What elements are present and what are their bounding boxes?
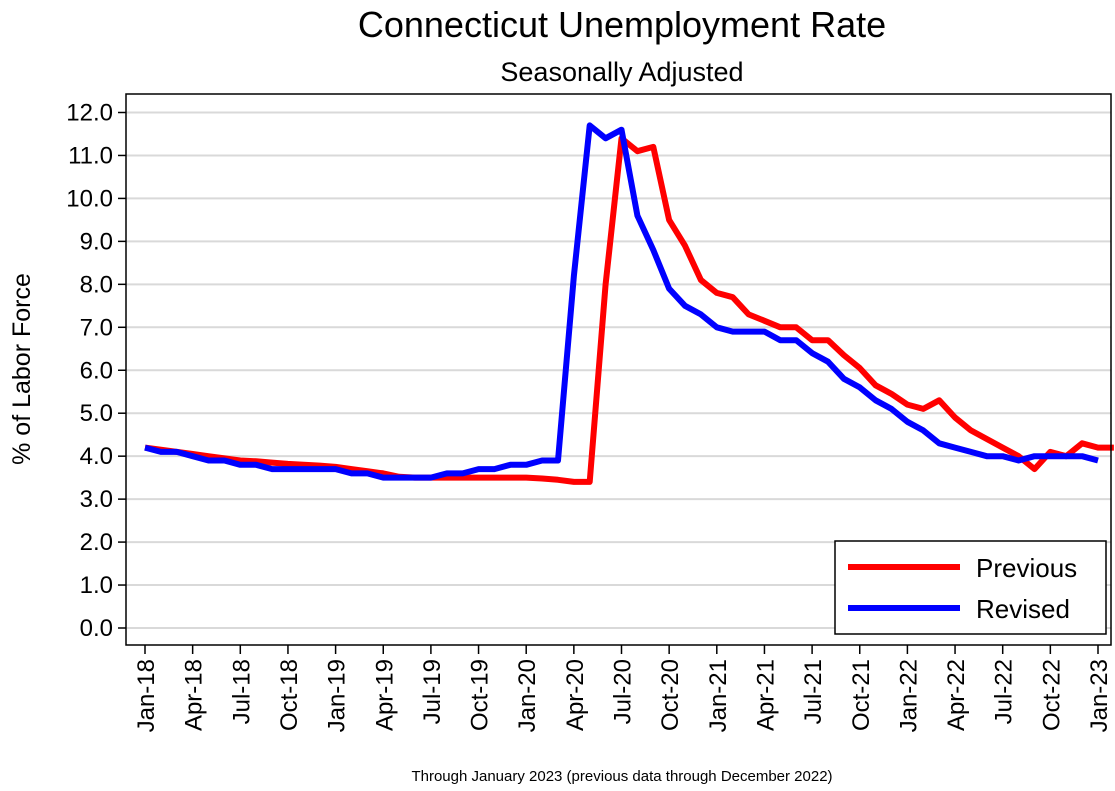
legend-label-previous: Previous <box>976 553 1077 583</box>
x-tick-label: Apr-22 <box>943 659 970 731</box>
y-tick-label: 6.0 <box>80 357 113 384</box>
x-tick-label: Jul-18 <box>228 659 255 724</box>
legend-box <box>834 540 1107 635</box>
series-line-revised <box>144 122 1099 481</box>
series-layer <box>144 122 1114 485</box>
chart-note: Through January 2023 (previous data thro… <box>411 768 832 785</box>
x-tick-label: Apr-20 <box>562 659 589 731</box>
x-tick-label: Jul-22 <box>991 659 1018 724</box>
y-axis-label: % of Labor Force <box>8 273 36 465</box>
y-axis: 0.0 1.0 2.0 3.0 4.0 5.0 6.0 7.0 8.0 9.0 10.0 11.0 12… <box>66 100 126 642</box>
y-tick-label: 1.0 <box>80 572 113 599</box>
x-tick-label: Jan-19 <box>324 659 351 732</box>
x-tick-label: Jan-20 <box>514 659 541 732</box>
y-tick-label: 9.0 <box>80 228 113 255</box>
x-tick-label: Jan-21 <box>705 659 732 732</box>
x-tick-label: Jul-20 <box>610 659 637 724</box>
gridlines <box>126 111 1111 629</box>
x-tick-label: Oct-22 <box>1038 659 1065 731</box>
x-tick-label: Oct-19 <box>467 659 494 731</box>
legend-label-revised: Revised <box>976 594 1070 624</box>
y-tick-label: 11.0 <box>68 142 113 169</box>
x-tick-label: Oct-18 <box>276 659 303 731</box>
chart-subtitle: Seasonally Adjusted <box>500 57 743 87</box>
chart-title: Connecticut Unemployment Rate <box>358 4 886 45</box>
x-tick-label: Oct-20 <box>657 659 684 731</box>
series-line-previous <box>144 135 1114 485</box>
x-tick-label: Jul-21 <box>800 659 827 724</box>
y-tick-label: 12.0 <box>66 100 113 127</box>
y-tick-label: 2.0 <box>80 529 113 556</box>
x-tick-label: Apr-18 <box>181 659 208 731</box>
y-tick-label: 7.0 <box>80 314 113 341</box>
y-tick-label: 3.0 <box>80 486 113 513</box>
y-tick-label: 10.0 <box>66 185 113 212</box>
y-tick-label: 5.0 <box>80 400 113 427</box>
x-tick-label: Apr-19 <box>371 659 398 731</box>
x-tick-label: Apr-21 <box>752 659 779 731</box>
x-tick-label: Jan-18 <box>133 659 160 732</box>
y-tick-label: 4.0 <box>80 443 113 470</box>
y-tick-label: 8.0 <box>80 271 113 298</box>
legend: Previous Revised <box>834 540 1107 635</box>
x-tick-label: Oct-21 <box>848 659 875 731</box>
x-tick-label: Jan-23 <box>1086 659 1113 732</box>
x-axis: Jan-18 Apr-18 Jul-18 Oct-18 Jan-19 Apr-19 Jul-… <box>133 645 1113 732</box>
y-tick-label: 0.0 <box>80 615 113 642</box>
x-tick-label: Jan-22 <box>895 659 922 732</box>
x-tick-label: Jul-19 <box>419 659 446 724</box>
